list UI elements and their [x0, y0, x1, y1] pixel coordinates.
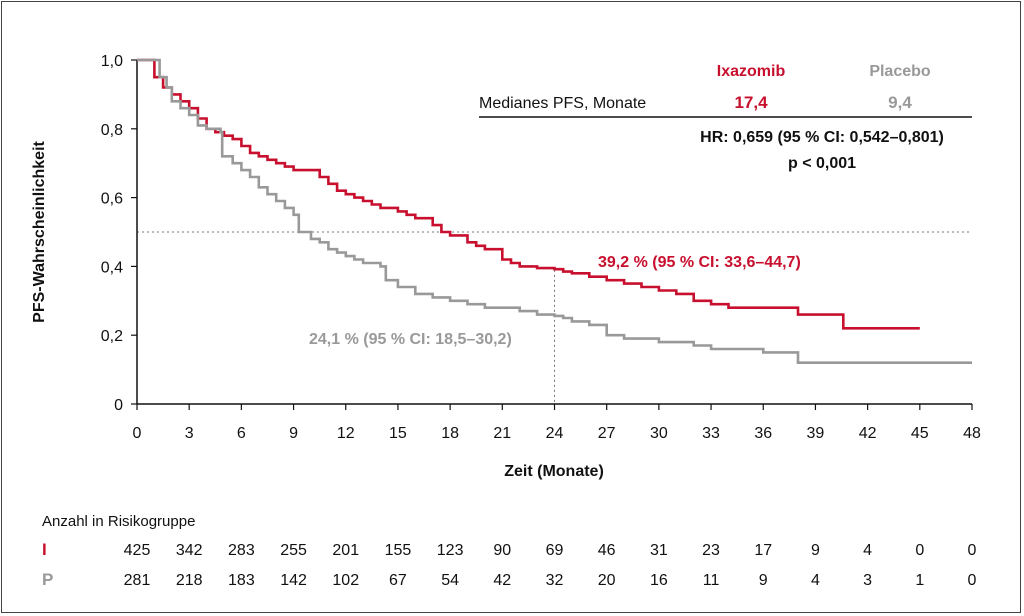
x-tick-label: 15 — [389, 425, 407, 442]
risk-cell: 16 — [650, 572, 668, 589]
risk-cell: 32 — [546, 572, 564, 589]
risk-cell: 46 — [598, 542, 616, 559]
x-tick-label: 48 — [963, 425, 981, 442]
ixazomib-24m-annotation: 39,2 % (95 % CI: 33,6–44,7) — [598, 254, 801, 271]
risk-row-label: P — [42, 570, 53, 589]
risk-cell: 4 — [863, 542, 872, 559]
survival-curves — [137, 58, 972, 364]
x-tick-label: 24 — [546, 425, 564, 442]
risk-cell: 0 — [968, 542, 977, 559]
legend-p-text: p < 0,001 — [788, 155, 856, 172]
risk-cell: 201 — [332, 542, 359, 559]
risk-cell: 4 — [811, 572, 820, 589]
risk-cell: 90 — [493, 542, 511, 559]
risk-cell: 218 — [176, 572, 203, 589]
risk-cell: 255 — [280, 542, 307, 559]
risk-cell: 123 — [437, 542, 464, 559]
risk-cell: 9 — [811, 542, 820, 559]
x-tick-label: 27 — [598, 425, 616, 442]
legend-hr-text: HR: 0,659 (95 % CI: 0,542–0,801) — [700, 129, 944, 146]
risk-cell: 9 — [759, 572, 768, 589]
curve-placebo — [137, 58, 972, 364]
reference-lines — [137, 231, 972, 404]
risk-cell: 142 — [280, 572, 307, 589]
risk-cell: 20 — [598, 572, 616, 589]
x-tick-label: 42 — [859, 425, 877, 442]
legend-placebo-label: Placebo — [869, 63, 931, 80]
y-tick-label: 0,4 — [101, 259, 123, 276]
x-tick-label: 12 — [337, 425, 355, 442]
risk-cell: 283 — [228, 542, 255, 559]
x-axis-title: Zeit (Monate) — [504, 463, 604, 480]
risk-cell: 42 — [493, 572, 511, 589]
axes: 0 3 6 9 12 15 18 21 24 27 30 33 36 39 42 45 4800,20,40,6… — [101, 53, 981, 442]
risk-cell: 3 — [863, 572, 872, 589]
risk-cell: 0 — [915, 542, 924, 559]
risk-cell: 425 — [124, 542, 151, 559]
legend-median-label: Medianes PFS, Monate — [479, 95, 646, 112]
x-tick-label: 30 — [650, 425, 668, 442]
risk-cell: 11 — [703, 572, 720, 589]
y-tick-label: 0,8 — [101, 122, 123, 139]
x-tick-label: 45 — [911, 425, 929, 442]
legend-ixazomib-label: Ixazomib — [717, 63, 786, 80]
x-tick-label: 0 — [133, 425, 142, 442]
x-tick-label: 36 — [754, 425, 772, 442]
x-tick-label: 33 — [702, 425, 720, 442]
risk-cell: 281 — [124, 572, 151, 589]
risk-cell: 23 — [702, 542, 720, 559]
x-tick-label: 39 — [807, 425, 825, 442]
y-tick-label: 0,2 — [101, 328, 123, 345]
y-tick-label: 1,0 — [101, 53, 123, 70]
risk-cell: 102 — [332, 572, 359, 589]
risk-table: I 425 342 283 255 201 155 123 90 69 46 31 23 17 9 4 0 0P 2… — [42, 540, 977, 589]
risk-cell: 342 — [176, 542, 203, 559]
risk-cell: 69 — [546, 542, 564, 559]
risk-cell: 31 — [650, 542, 668, 559]
risk-row-label: I — [42, 540, 47, 559]
curve-ixazomib — [137, 58, 920, 330]
y-tick-label: 0,6 — [101, 191, 123, 208]
risk-cell: 183 — [228, 572, 255, 589]
x-tick-label: 6 — [237, 425, 246, 442]
x-tick-label: 3 — [185, 425, 194, 442]
risk-cell: 67 — [389, 572, 407, 589]
legend-placebo-median: 9,4 — [888, 93, 912, 112]
y-tick-label: 0 — [114, 397, 123, 414]
legend-ixazomib-median: 17,4 — [734, 93, 768, 112]
x-tick-label: 9 — [289, 425, 298, 442]
x-tick-label: 21 — [493, 425, 511, 442]
y-axis-title: PFS-Wahrscheinlichkeit — [31, 140, 48, 322]
risk-cell: 1 — [915, 572, 924, 589]
risk-cell: 155 — [385, 542, 412, 559]
risk-cell: 54 — [441, 572, 459, 589]
x-tick-label: 18 — [441, 425, 459, 442]
risk-cell: 17 — [754, 542, 772, 559]
placebo-24m-annotation: 24,1 % (95 % CI: 18,5–30,2) — [309, 331, 512, 348]
risk-cell: 0 — [968, 572, 977, 589]
risk-table-title: Anzahl in Risikogruppe — [42, 513, 195, 530]
